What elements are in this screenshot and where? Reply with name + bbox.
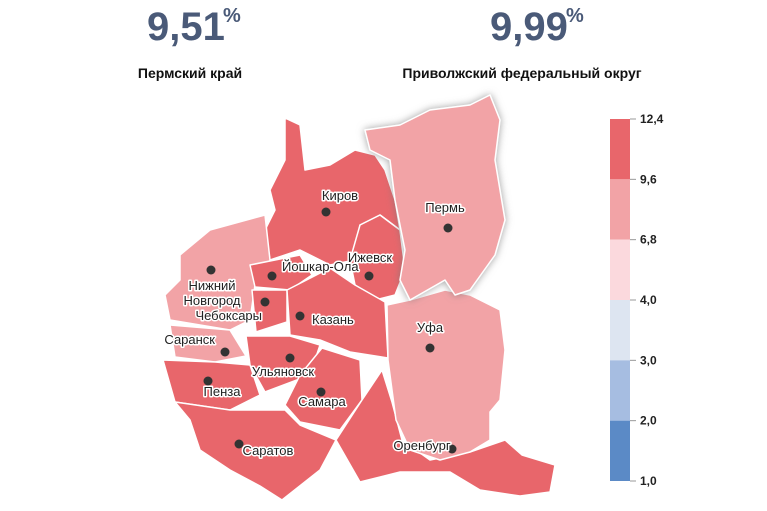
city-dot	[443, 223, 453, 233]
map	[162, 94, 556, 501]
city-dot	[295, 311, 305, 321]
city-label: Нижний Новгород	[184, 278, 241, 308]
city-dot	[220, 347, 230, 357]
region	[251, 289, 288, 333]
legend-band	[610, 119, 630, 180]
region	[386, 289, 506, 461]
city-dot	[425, 343, 435, 353]
legend: 12,4 9,6 6,8 4,0 3,0 2,0 1,0	[610, 112, 664, 488]
city-dot	[285, 353, 295, 363]
city-dot	[447, 444, 457, 454]
region	[174, 401, 337, 501]
legend-label: 1,0	[640, 474, 657, 488]
city-label: Йошкар-Ола	[282, 259, 359, 274]
city-dot	[364, 271, 374, 281]
city-dot	[260, 297, 270, 307]
city-label: Чебоксары	[195, 308, 262, 323]
region	[349, 214, 406, 301]
city-label: Саранск	[164, 332, 215, 347]
stat-value: 9,99	[490, 5, 568, 49]
city-dot	[316, 387, 326, 397]
city-label: Ульяновск	[252, 364, 314, 379]
stat-caption: Приволжский федеральный округ	[402, 65, 641, 81]
legend-label: 4,0	[640, 293, 657, 307]
legend-band	[610, 239, 630, 300]
city-dot	[267, 271, 277, 281]
city-label: Оренбург	[393, 438, 450, 453]
legend-band	[610, 179, 630, 240]
region	[364, 94, 506, 301]
city-label: Уфа	[417, 320, 444, 335]
city-label: Пермь	[425, 200, 465, 215]
city-dot	[203, 376, 213, 386]
legend-band	[610, 360, 630, 421]
legend-label: 6,8	[640, 233, 657, 247]
stat-unit: %	[223, 5, 241, 27]
city-label: Пенза	[204, 384, 242, 399]
stat-value: 9,51	[147, 5, 225, 49]
region	[164, 214, 271, 331]
city-label: Саратов	[243, 443, 294, 458]
legend-label: 9,6	[640, 172, 657, 186]
city-dot	[321, 207, 331, 217]
city-label: Самара	[298, 394, 346, 409]
city-dot	[234, 439, 244, 449]
legend-label: 12,4	[640, 112, 664, 126]
legend-band	[610, 300, 630, 361]
legend-label: 2,0	[640, 414, 657, 428]
city-dot	[206, 265, 216, 275]
city-label: Ижевск	[348, 250, 393, 265]
legend-label: 3,0	[640, 353, 657, 367]
stat-caption: Пермский край	[138, 65, 242, 81]
legend-band	[610, 420, 630, 481]
stat-unit: %	[566, 5, 584, 27]
city-label: Киров	[322, 188, 358, 203]
city-label: Казань	[312, 312, 354, 327]
